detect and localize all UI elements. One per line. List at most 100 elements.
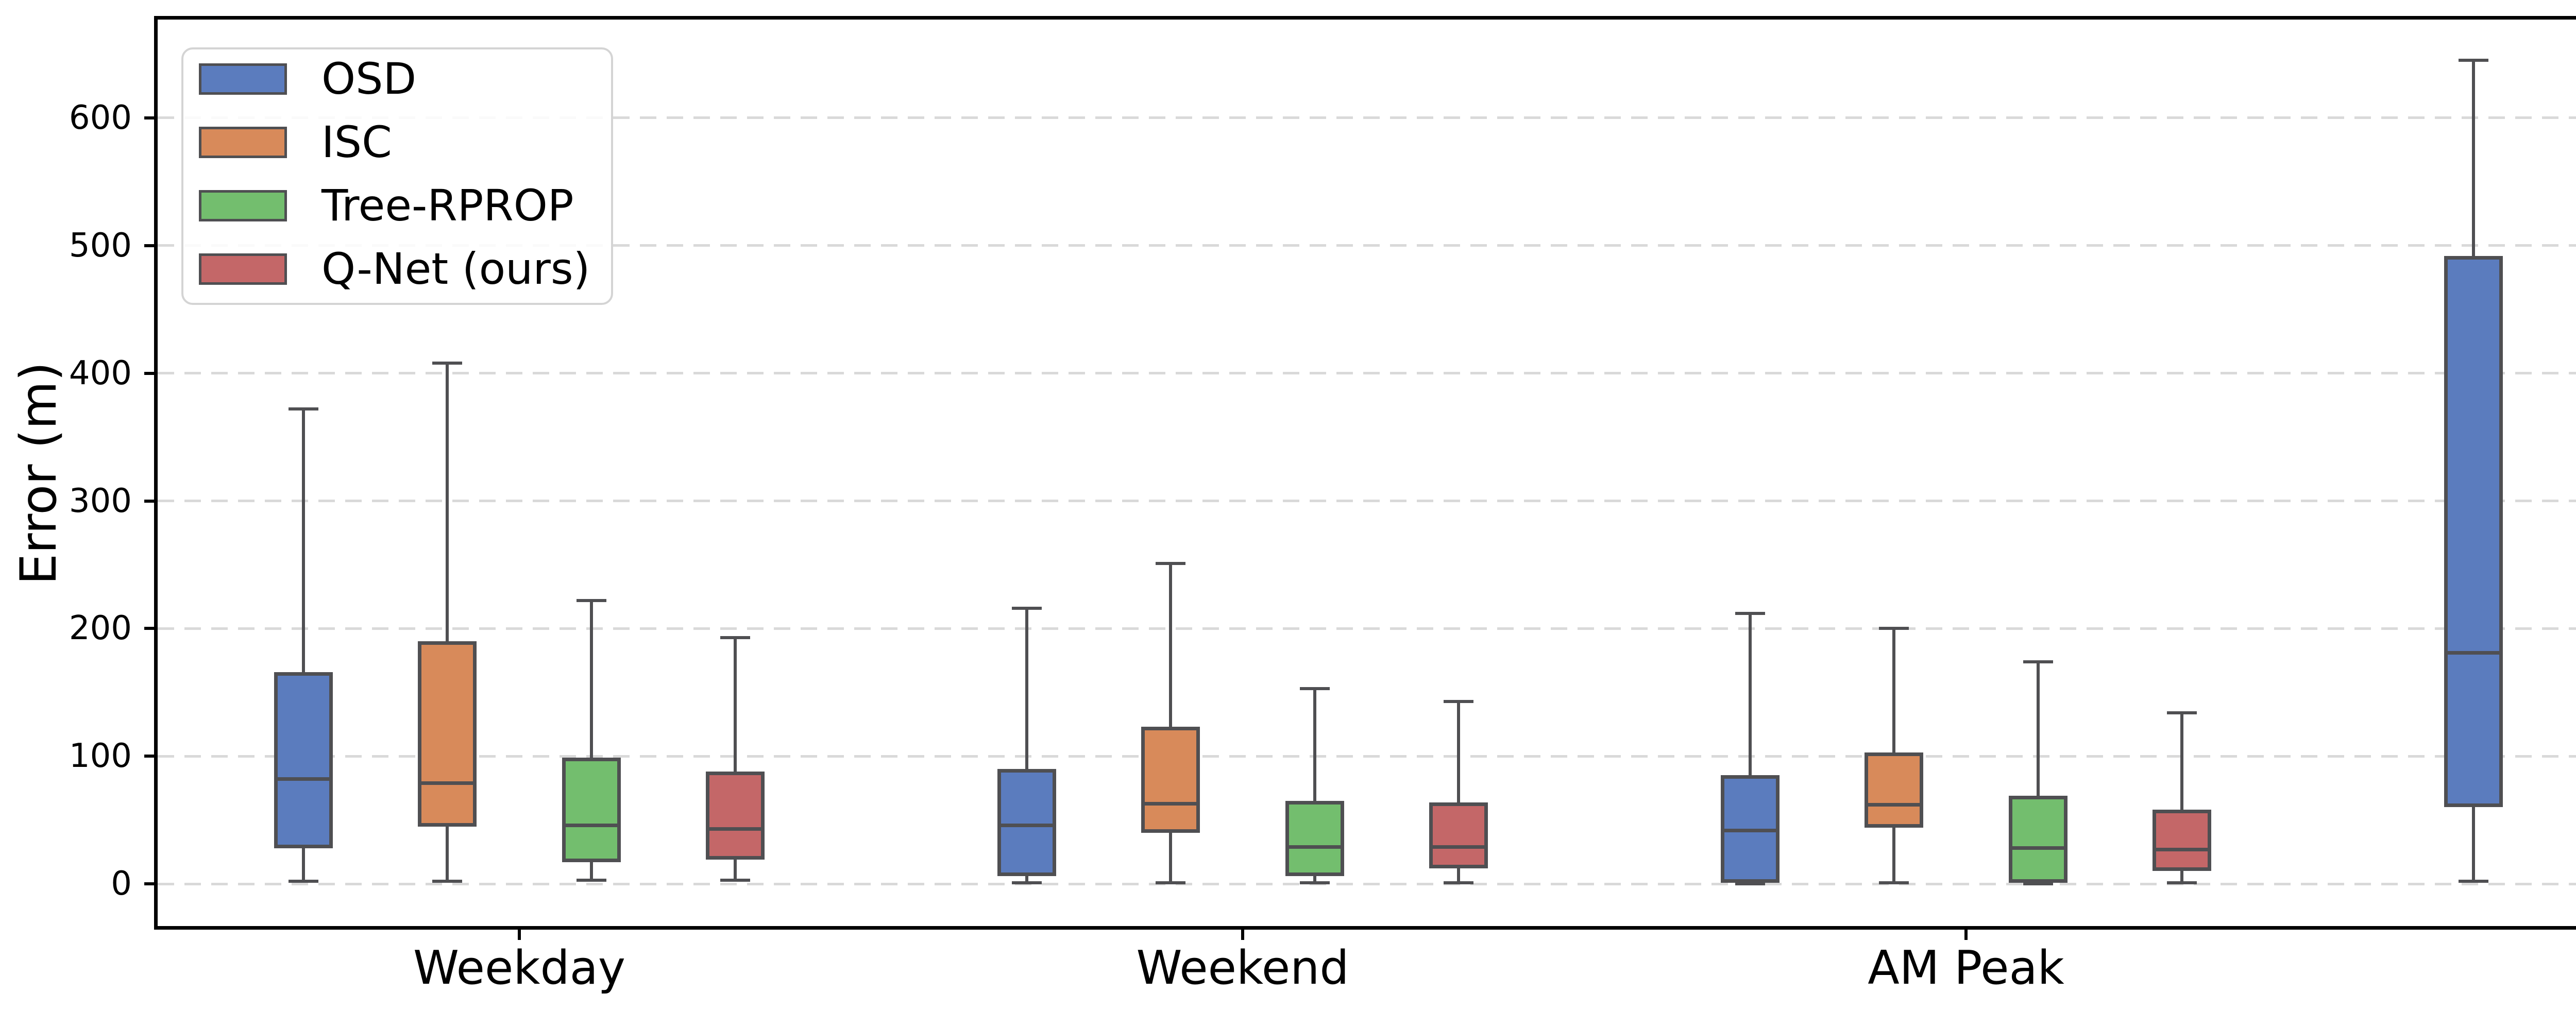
whisker-upper-isc-weekday (446, 363, 449, 642)
median-osd-weekend (1001, 823, 1053, 827)
legend-item-qnet: Q-Net (ours) (199, 244, 590, 294)
whisker-cap-top-tree-rprop-weekend (1300, 687, 1330, 690)
whisker-cap-top-isc-am-peak (1879, 627, 1909, 630)
legend-label-tree-rprop: Tree-RPROP (321, 180, 574, 231)
legend: OSD ISC Tree-RPROP Q-Net (ours) (181, 47, 613, 305)
median-isc-am-peak (1868, 803, 1920, 807)
gridline-y-100 (158, 755, 2576, 758)
whisker-cap-bottom-tree-rprop-weekend (1300, 881, 1330, 884)
median-q-net-ours-weekday (709, 827, 761, 831)
box-osd-weekend (997, 769, 1056, 877)
legend-item-tree-rprop: Tree-RPROP (199, 180, 574, 231)
y-tick-mark-400 (144, 371, 158, 375)
median-tree-rprop-am-peak (2012, 846, 2064, 850)
whisker-upper-isc-am-peak (1892, 628, 1895, 752)
legend-swatch-tree-rprop (199, 190, 287, 221)
whisker-lower-q-net-ours-weekend (1457, 868, 1460, 883)
x-tick-mark-weekend (1241, 930, 1244, 940)
legend-item-isc: ISC (199, 117, 392, 167)
x-tick-mark-am-peak (1964, 930, 1968, 940)
median-q-net-ours-weekend (1432, 845, 1485, 849)
whisker-lower-tree-rprop-weekday (590, 862, 593, 880)
y-tick-label-200: 200 (69, 609, 132, 648)
median-isc-weekday (421, 781, 473, 785)
y-tick-mark-600 (144, 116, 158, 119)
x-tick-label-weekend: Weekend (1136, 941, 1349, 995)
box-q-net-ours-weekday (706, 772, 765, 860)
median-osd-weekday (277, 777, 330, 781)
y-tick-label-400: 400 (69, 354, 132, 392)
y-tick-mark-0 (144, 882, 158, 886)
legend-swatch-isc (199, 127, 287, 158)
y-tick-label-300: 300 (69, 482, 132, 520)
whisker-upper-osd-pm-peak (2472, 60, 2475, 256)
x-tick-label-weekday: Weekday (413, 941, 626, 995)
whisker-cap-top-isc-weekday (432, 361, 462, 365)
whisker-lower-isc-weekend (1169, 833, 1172, 883)
whisker-lower-q-net-ours-weekday (734, 860, 737, 880)
median-isc-weekend (1144, 801, 1197, 806)
whisker-upper-osd-am-peak (1749, 613, 1752, 776)
whisker-cap-top-osd-weekday (289, 407, 318, 411)
legend-label-qnet: Q-Net (ours) (321, 244, 590, 294)
gridline-y-300 (158, 500, 2576, 503)
legend-label-osd: OSD (321, 54, 417, 104)
x-tick-mark-weekday (518, 930, 521, 940)
median-tree-rprop-weekend (1289, 845, 1341, 849)
gridline-y-400 (158, 372, 2576, 375)
whisker-cap-top-isc-weekend (1156, 562, 1185, 565)
whisker-cap-bottom-isc-am-peak (1879, 881, 1909, 884)
whisker-lower-osd-weekday (302, 848, 305, 882)
gridline-y-500 (158, 244, 2576, 247)
box-tree-rprop-am-peak (2009, 796, 2067, 883)
y-tick-mark-100 (144, 755, 158, 758)
box-osd-pm-peak (2444, 255, 2503, 808)
gridline-y-200 (158, 627, 2576, 630)
box-osd-weekday (274, 672, 333, 848)
gridline-y-0 (158, 882, 2576, 885)
whisker-upper-isc-weekend (1169, 563, 1172, 727)
box-tree-rprop-weekend (1285, 801, 1344, 877)
y-tick-label-0: 0 (111, 865, 132, 903)
y-tick-mark-500 (144, 244, 158, 247)
median-osd-pm-peak (2447, 651, 2500, 655)
median-tree-rprop-weekday (565, 823, 618, 827)
whisker-lower-q-net-ours-am-peak (2180, 871, 2183, 883)
whisker-cap-top-q-net-ours-weekday (720, 636, 750, 639)
y-tick-label-100: 100 (69, 737, 132, 776)
whisker-upper-osd-weekend (1025, 608, 1028, 769)
y-tick-mark-300 (144, 499, 158, 503)
whisker-cap-top-q-net-ours-am-peak (2167, 711, 2197, 715)
whisker-upper-osd-weekday (302, 409, 305, 672)
whisker-lower-osd-pm-peak (2472, 807, 2475, 882)
box-tree-rprop-weekday (562, 757, 621, 863)
whisker-cap-bottom-tree-rprop-am-peak (2023, 882, 2053, 886)
whisker-upper-q-net-ours-weekday (734, 637, 737, 772)
whisker-lower-osd-weekend (1025, 876, 1028, 883)
whisker-cap-bottom-q-net-ours-am-peak (2167, 881, 2197, 884)
gridline-y-600 (158, 116, 2576, 119)
whisker-cap-top-tree-rprop-weekday (577, 598, 606, 602)
box-q-net-ours-weekend (1429, 802, 1488, 869)
whisker-upper-q-net-ours-am-peak (2180, 713, 2183, 810)
legend-label-isc: ISC (321, 117, 392, 167)
legend-swatch-qnet (199, 253, 287, 285)
box-q-net-ours-am-peak (2153, 810, 2211, 871)
plot-border (154, 16, 2576, 930)
box-isc-am-peak (1865, 752, 1923, 828)
whisker-cap-top-osd-pm-peak (2459, 59, 2488, 62)
whisker-upper-tree-rprop-am-peak (2037, 661, 2040, 796)
whisker-cap-top-osd-am-peak (1735, 611, 1765, 615)
y-tick-label-600: 600 (69, 98, 132, 137)
median-q-net-ours-am-peak (2156, 847, 2208, 851)
whisker-upper-q-net-ours-weekend (1457, 701, 1460, 802)
whisker-upper-tree-rprop-weekend (1313, 688, 1316, 801)
whisker-cap-top-osd-weekend (1012, 606, 1042, 610)
whisker-cap-bottom-tree-rprop-weekday (577, 878, 606, 882)
whisker-upper-tree-rprop-weekday (590, 600, 593, 758)
whisker-cap-bottom-osd-weekend (1012, 881, 1042, 884)
